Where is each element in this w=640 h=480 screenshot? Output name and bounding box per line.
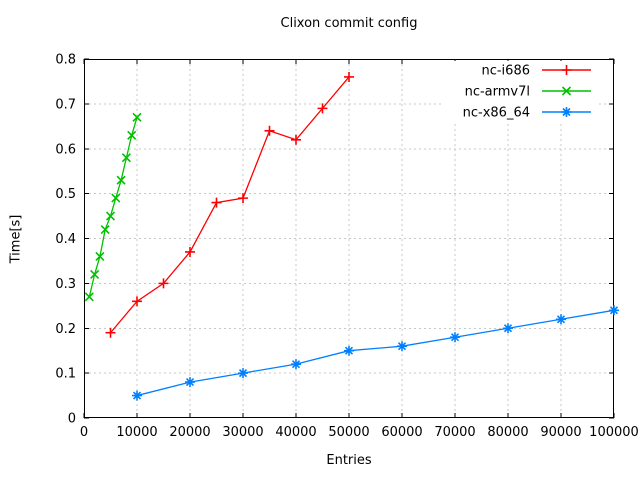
plus-marker-icon xyxy=(132,296,142,307)
legend-asterisk-marker-icon xyxy=(561,107,572,117)
legend: nc-i686 nc-armv7l nc-x86_64 xyxy=(441,61,598,122)
y-tick-label: 0.2 xyxy=(55,322,76,337)
series-line-nc-i686 xyxy=(110,76,350,334)
plus-marker-icon xyxy=(238,193,248,204)
y-tick-label: 0.7 xyxy=(55,97,76,112)
y-tick-label: 0.3 xyxy=(55,277,76,292)
cross-marker-icon xyxy=(127,130,137,140)
asterisk-marker-icon xyxy=(185,377,195,388)
chart-title: Clixon commit config xyxy=(280,16,418,31)
x-tick-label: 20000 xyxy=(169,425,210,440)
series-nc-i686 xyxy=(105,71,354,338)
plus-marker-icon xyxy=(344,71,354,82)
x-tick-label: 0 xyxy=(80,425,88,440)
cross-marker-icon xyxy=(95,251,105,262)
asterisk-marker-icon xyxy=(291,359,301,370)
series-line-nc-armv7l xyxy=(88,117,138,297)
x-tick-label: 60000 xyxy=(381,425,422,440)
asterisk-marker-icon xyxy=(609,305,619,316)
y-tick-label: 0.5 xyxy=(55,187,76,202)
plus-marker-icon xyxy=(291,134,301,145)
asterisk-marker-icon xyxy=(344,345,354,356)
x-tick-label: 10000 xyxy=(116,425,157,440)
asterisk-marker-icon xyxy=(556,314,566,325)
x-tick-label: 100000 xyxy=(589,425,639,440)
y-tick-label: 0.1 xyxy=(55,367,76,382)
cross-marker-icon xyxy=(90,269,100,279)
cross-marker-icon xyxy=(121,153,131,163)
cross-marker-icon xyxy=(132,112,142,122)
y-tick-label: 0.4 xyxy=(55,232,76,247)
x-tick-label: 90000 xyxy=(540,425,581,440)
x-tick-label: 70000 xyxy=(434,425,475,440)
plus-marker-icon xyxy=(105,327,116,338)
x-tick-label: 30000 xyxy=(222,425,263,440)
axes-layer xyxy=(83,58,615,419)
plus-marker-icon xyxy=(211,197,222,208)
cross-marker-icon xyxy=(116,175,126,185)
legend-cross-marker-icon xyxy=(561,86,572,96)
y-tick-label: 0 xyxy=(68,412,76,427)
series-nc-x86_64 xyxy=(132,305,619,401)
cross-marker-icon xyxy=(100,224,110,235)
y-tick-label: 0.6 xyxy=(55,142,76,157)
asterisk-marker-icon xyxy=(450,332,460,343)
plus-marker-icon xyxy=(158,278,169,289)
legend-label: nc-x86_64 xyxy=(463,106,530,121)
asterisk-marker-icon xyxy=(397,341,407,352)
cross-marker-icon xyxy=(111,193,121,203)
cross-marker-icon xyxy=(84,292,94,302)
cross-marker-icon xyxy=(105,211,116,221)
asterisk-marker-icon xyxy=(132,390,142,401)
asterisk-marker-icon xyxy=(238,368,248,379)
plus-marker-icon xyxy=(185,246,195,257)
plus-marker-icon xyxy=(317,103,328,114)
x-tick-label: 80000 xyxy=(487,425,528,440)
y-tick-label: 0.8 xyxy=(55,53,76,68)
legend-label: nc-armv7l xyxy=(465,85,530,100)
series-nc-armv7l xyxy=(84,112,142,302)
legend-plus-marker-icon xyxy=(561,65,572,75)
plus-marker-icon xyxy=(264,125,275,136)
x-tick-label: 40000 xyxy=(275,425,316,440)
x-axis-label: Entries xyxy=(326,453,372,468)
legend-label: nc-i686 xyxy=(481,64,530,79)
series-line-nc-x86_64 xyxy=(136,309,615,397)
asterisk-marker-icon xyxy=(503,323,513,334)
x-tick-label: 50000 xyxy=(328,425,369,440)
